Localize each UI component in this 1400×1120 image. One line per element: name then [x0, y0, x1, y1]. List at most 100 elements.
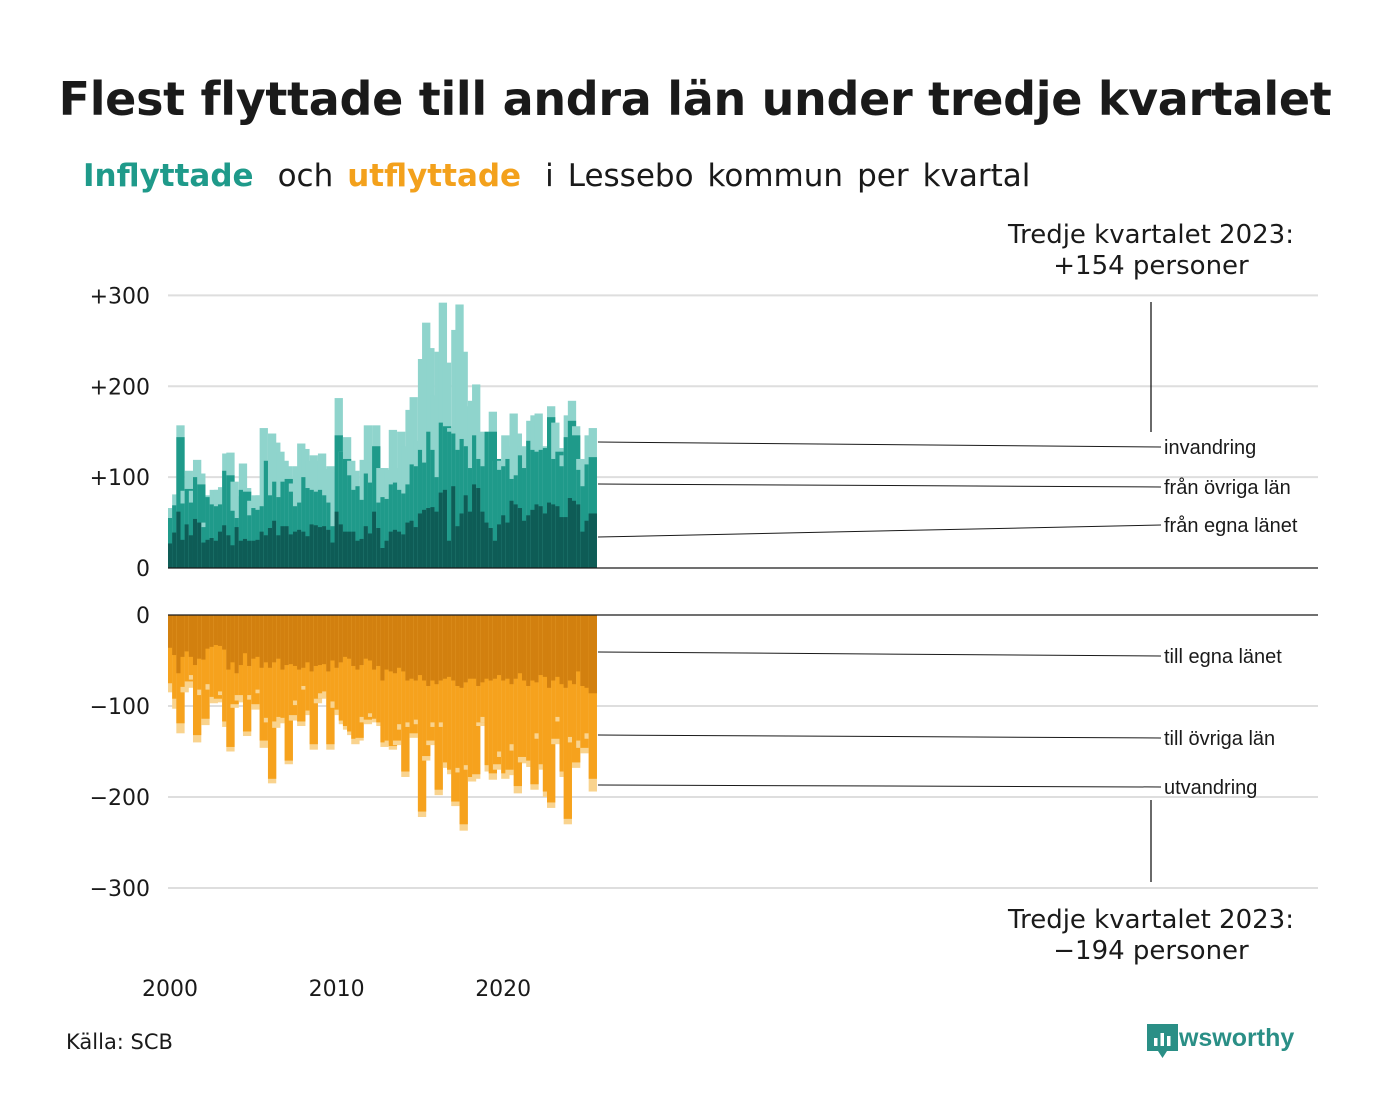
bar-out-other-counties — [397, 615, 406, 725]
bar-out-own-county — [455, 615, 464, 686]
bar-in-other-counties — [168, 518, 177, 568]
axis-lines — [168, 567, 1318, 616]
bar-in-other-counties — [209, 504, 218, 568]
subtitle-word: per — [857, 158, 909, 194]
bar-in-own-county — [334, 511, 343, 568]
bar-out-own-county — [309, 615, 318, 672]
bar-in-own-county — [451, 486, 460, 568]
bar-in-own-county — [213, 540, 223, 568]
bar-in-other-counties — [455, 449, 464, 568]
bar-out-own-county — [451, 615, 460, 681]
bar-in-own-county — [338, 524, 348, 568]
bar-in-other-counties — [301, 477, 310, 568]
bar-out-other-counties — [342, 615, 352, 727]
bar-in-other-counties — [363, 473, 373, 568]
bar-in-own-county — [226, 535, 235, 568]
bar-in-other-counties — [276, 497, 285, 568]
y-tick-label: +100 — [90, 466, 150, 491]
y-tick-label: +200 — [90, 375, 150, 400]
bar-in-own-county — [263, 535, 273, 568]
bar-out-own-county — [292, 615, 302, 666]
bar-out-other-counties — [455, 615, 464, 768]
y-tick-label: −100 — [90, 695, 150, 720]
bar-out-own-county — [209, 615, 218, 647]
bar-in-other-counties — [180, 503, 189, 568]
bar-in-own-county — [330, 542, 339, 568]
bar-in-other-counties — [497, 469, 506, 568]
bar-out-own-county — [355, 615, 364, 670]
bar-out-own-county — [201, 615, 210, 660]
bar-out-own-county — [184, 615, 193, 652]
bar-in-other-counties — [338, 451, 348, 568]
bar-in-own-county — [176, 511, 185, 568]
bar-in-own-county — [459, 513, 468, 568]
bar-in-other-counties — [226, 475, 235, 568]
bar-out-other-counties — [576, 615, 585, 741]
bar-out-own-county — [351, 615, 360, 666]
bar-in-own-county — [522, 520, 531, 568]
bar-in-own-county — [363, 526, 373, 568]
bar-out-other-counties — [388, 615, 398, 747]
bar-out-own-county — [576, 615, 585, 672]
bar-in-other-counties — [426, 431, 435, 568]
bar-in-other-counties — [305, 488, 314, 568]
bar-out-other-counties — [559, 615, 568, 772]
series-labels: invandring från övriga län från egna länet… — [597, 437, 1298, 799]
bar-out-other-counties — [259, 615, 268, 741]
bar-out-other-counties — [359, 615, 368, 717]
bar-in-other-counties — [351, 489, 360, 568]
annotation-top-line2: +154 personer — [1053, 251, 1249, 281]
bar-out-other-counties — [526, 615, 535, 761]
bar-out-own-county — [505, 615, 514, 679]
bar-out-other-counties — [530, 615, 539, 785]
bar-out-other-counties — [272, 615, 281, 722]
bar-out-other-counties — [209, 615, 218, 697]
bar-out-own-county — [555, 615, 564, 677]
chart-subtitle: Inflyttade och utflyttade i Lessebo kommun per… — [83, 158, 1044, 194]
bar-in-own-county — [505, 522, 514, 568]
bar-out-own-county — [230, 615, 239, 663]
bar-in-other-counties — [334, 435, 343, 568]
bar-in-own-county — [276, 535, 285, 568]
bar-in-own-county — [347, 531, 356, 568]
bar-in-own-county — [588, 513, 597, 568]
bar-in-own-county — [251, 540, 260, 568]
bar-out-own-county — [392, 615, 402, 674]
bar-out-other-counties — [447, 615, 456, 770]
label-leader — [597, 441, 1162, 448]
bar-in-own-county — [580, 531, 589, 568]
y-tick-label: +300 — [90, 284, 150, 309]
bar-in-own-county — [292, 531, 302, 568]
bar-in-other-counties — [584, 464, 593, 568]
bar-out-own-county — [538, 615, 547, 676]
bar-out-own-county — [567, 615, 577, 681]
bar-out-own-county — [380, 615, 389, 681]
bar-out-other-counties — [172, 615, 181, 699]
annotation-top-line1: Tredje kvartalet 2023: — [1007, 220, 1294, 250]
bar-out-own-county — [542, 615, 552, 677]
bar-in-other-counties — [563, 437, 572, 568]
bar-out-own-county — [367, 615, 377, 661]
bar-in-own-county — [563, 517, 572, 568]
bar-in-own-county — [238, 540, 248, 568]
bar-out-own-county — [534, 615, 543, 683]
bar-in-other-counties — [280, 481, 289, 568]
bar-out-other-counties — [572, 615, 581, 763]
bar-in-other-counties — [413, 466, 423, 568]
bar-out-other-counties — [242, 615, 252, 732]
subtitle-outflows: utflyttade — [347, 158, 522, 194]
bar-in-own-county — [501, 515, 510, 568]
bar-out-own-county — [338, 615, 348, 663]
bar-in-own-county — [547, 502, 556, 568]
bar-in-own-county — [534, 504, 543, 568]
bar-out-own-county — [563, 615, 572, 688]
bar-out-own-county — [551, 615, 560, 681]
bar-in-own-county — [572, 500, 581, 568]
bar-out-own-county — [580, 615, 589, 686]
bar-in-other-counties — [367, 482, 377, 568]
bar-in-other-counties — [580, 486, 589, 568]
bar-in-own-county — [405, 522, 414, 568]
bar-in-own-county — [397, 531, 406, 568]
bar-out-other-counties — [451, 615, 460, 802]
bar-out-own-county — [359, 615, 368, 666]
